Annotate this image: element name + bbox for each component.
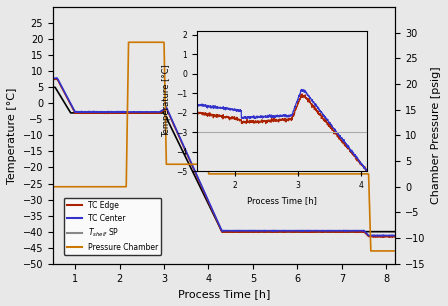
X-axis label: Process Time [h]: Process Time [h] bbox=[178, 289, 270, 299]
Y-axis label: Temperature [°C]: Temperature [°C] bbox=[162, 65, 171, 137]
Y-axis label: Temperature [°C]: Temperature [°C] bbox=[7, 87, 17, 184]
Y-axis label: Chamber Pressure [psig]: Chamber Pressure [psig] bbox=[431, 66, 441, 204]
Legend: TC Edge, TC Center, $T_{shelf}$ SP, Pressure Chamber: TC Edge, TC Center, $T_{shelf}$ SP, Pres… bbox=[64, 198, 161, 255]
X-axis label: Process Time [h]: Process Time [h] bbox=[247, 196, 317, 205]
